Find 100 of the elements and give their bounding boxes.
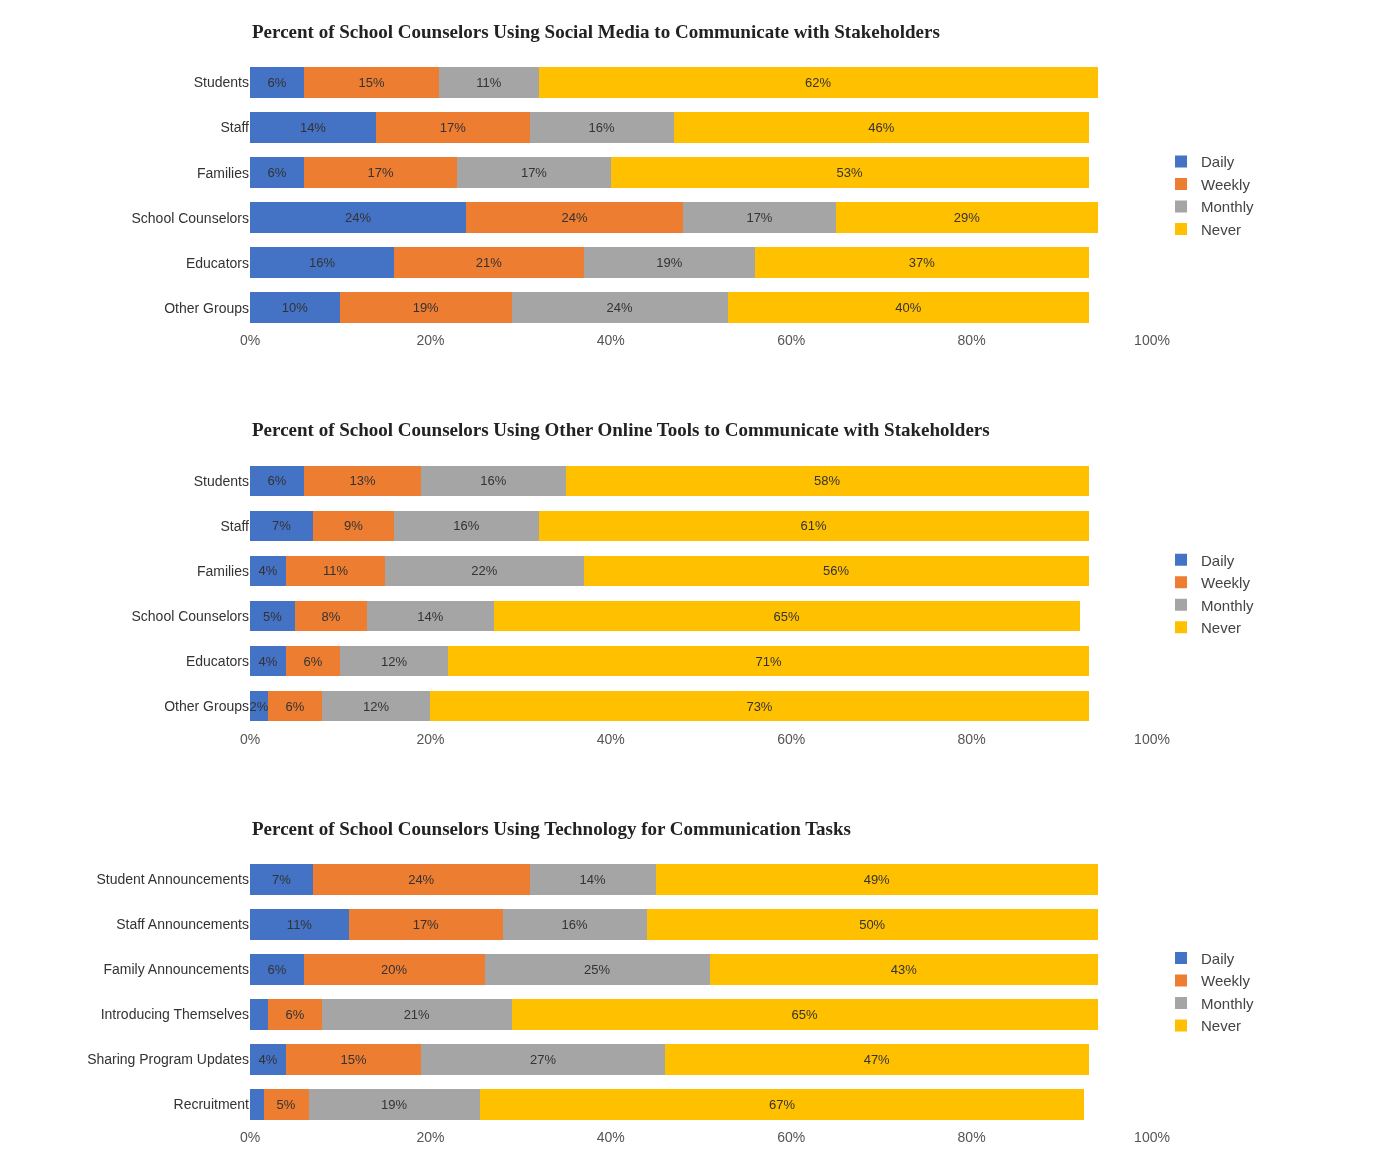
y-tick-label: Educators — [185, 254, 249, 271]
bar — [250, 1089, 264, 1120]
bar — [673, 112, 1089, 143]
data-label: 6% — [267, 473, 287, 489]
x-tick-label: 100% — [1134, 1129, 1170, 1145]
data-label: 20% — [381, 961, 408, 977]
data-label: 8% — [321, 608, 341, 624]
data-label: 46% — [868, 120, 895, 136]
data-label: 73% — [746, 698, 773, 714]
bar — [304, 157, 458, 188]
x-tick-label: 20% — [416, 730, 445, 747]
bar — [421, 465, 566, 497]
x-tick-label: 40% — [596, 1129, 625, 1145]
legend-label: Monthly — [1201, 596, 1255, 614]
data-label: 4% — [258, 1051, 278, 1067]
x-tick-label: 0% — [239, 332, 261, 349]
y-tick-label: Sharing Program Updates — [87, 1051, 249, 1068]
bar — [755, 247, 1089, 279]
data-label: 6% — [285, 1006, 305, 1022]
data-label: 65% — [773, 608, 800, 624]
bar — [295, 600, 368, 632]
bar — [430, 690, 1089, 722]
bar — [308, 1089, 481, 1120]
bar — [250, 1044, 287, 1075]
data-label: 19% — [381, 1096, 408, 1112]
bar — [836, 202, 1098, 233]
bar — [421, 1044, 665, 1075]
data-label: 24% — [606, 300, 634, 316]
data-label: 22% — [471, 563, 498, 579]
bar — [385, 555, 584, 587]
bar — [268, 999, 323, 1030]
x-tick-label: 0% — [239, 730, 261, 747]
y-tick-label: Introducing Themselves — [100, 1006, 249, 1023]
bar — [322, 999, 512, 1030]
bar — [367, 600, 494, 632]
bar — [340, 292, 512, 324]
legend-label: Daily — [1201, 949, 1235, 967]
bar — [313, 863, 530, 895]
data-label: 62% — [805, 75, 832, 91]
data-label: 6% — [267, 961, 287, 977]
x-tick-label: 100% — [1134, 730, 1170, 747]
legend-label: Monthly — [1201, 198, 1255, 216]
x-tick-label: 80% — [957, 1129, 986, 1145]
bar — [286, 1044, 422, 1075]
data-label: 6% — [267, 165, 287, 181]
data-label: 27% — [529, 1051, 557, 1067]
x-tick-label: 60% — [777, 332, 806, 349]
bar — [250, 67, 305, 98]
bar — [511, 999, 1098, 1030]
data-label: 13% — [349, 473, 376, 489]
data-label: 11% — [476, 75, 502, 91]
bar — [304, 954, 485, 985]
data-label: 9% — [344, 518, 364, 534]
data-label: 56% — [823, 563, 850, 579]
data-label: 16% — [480, 473, 507, 489]
bar — [250, 157, 305, 188]
x-tick-label: 60% — [777, 1129, 806, 1145]
data-label: 37% — [908, 255, 936, 271]
bar — [304, 67, 440, 98]
bar — [349, 908, 503, 940]
legend-label: Weekly — [1201, 574, 1251, 592]
data-label: 7% — [271, 518, 292, 534]
bar — [250, 863, 314, 895]
data-label: 14% — [579, 871, 606, 887]
bar — [250, 202, 467, 233]
bar — [583, 555, 1089, 587]
bar — [304, 465, 422, 497]
bar — [682, 202, 837, 233]
y-tick-label: Recruitment — [173, 1096, 250, 1113]
data-label: 19% — [656, 255, 683, 271]
data-label: 25% — [584, 961, 611, 977]
data-label: 12% — [363, 698, 390, 714]
data-label: 49% — [863, 871, 891, 887]
x-tick-label: 60% — [777, 730, 806, 747]
bar — [250, 112, 377, 143]
x-tick-label: 20% — [416, 332, 445, 349]
y-tick-label: Staff — [220, 517, 250, 534]
data-label: 24% — [561, 210, 588, 226]
legend-label: Never — [1201, 619, 1242, 637]
bar — [538, 67, 1098, 98]
x-tick-label: 0% — [239, 1129, 261, 1145]
data-label: 21% — [403, 1006, 431, 1022]
data-label: 16% — [561, 916, 588, 932]
data-label: 16% — [308, 255, 336, 271]
data-label: 17% — [439, 120, 467, 136]
bar — [583, 247, 756, 279]
bar — [493, 600, 1080, 632]
y-tick-label: School Counselors — [131, 607, 249, 624]
data-label: 10% — [281, 300, 309, 316]
bar — [529, 112, 674, 143]
data-label: 16% — [588, 120, 616, 136]
data-label: 43% — [890, 961, 918, 977]
y-tick-label: Other Groups — [164, 299, 249, 316]
bar — [250, 465, 305, 497]
bar — [250, 510, 314, 542]
y-tick-label: Staff Announcements — [116, 916, 249, 933]
bar — [263, 1089, 309, 1120]
data-label: 71% — [755, 653, 782, 669]
data-label: 6% — [267, 75, 287, 91]
x-tick-label: 100% — [1134, 332, 1170, 349]
